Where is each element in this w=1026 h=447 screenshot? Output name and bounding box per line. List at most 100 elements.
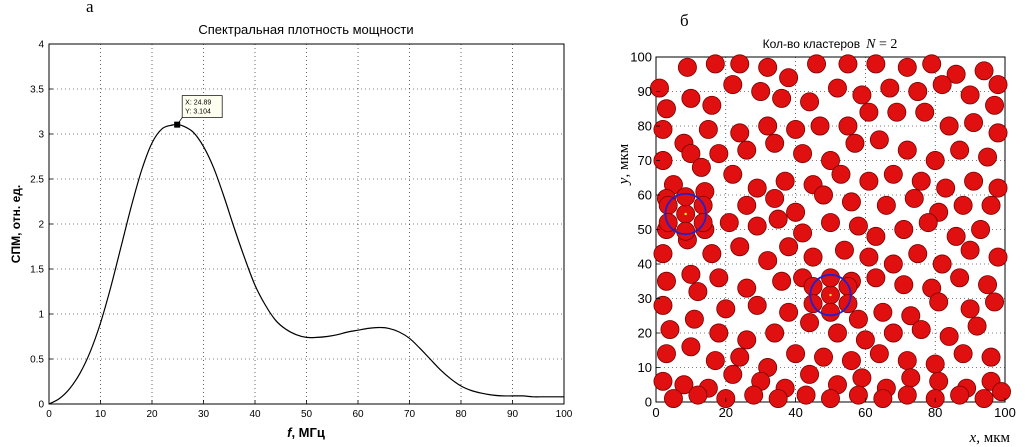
particle [653,295,673,315]
particle [883,254,903,274]
cluster-x-axis-label: x, мкм [969,430,1011,446]
particle [698,119,718,139]
cluster-ring [664,192,707,236]
particle [821,268,840,288]
psd-y-tick-label: 4 [38,40,44,51]
particle [677,57,697,77]
particle [939,326,959,346]
particle [929,371,949,391]
particle [946,64,966,84]
particle [964,171,984,191]
particle [681,88,701,108]
particle [796,385,816,405]
particle [953,195,973,215]
datatip-box [181,95,223,118]
psd-curve [48,123,564,405]
particle [653,244,673,264]
particle [768,389,788,409]
particle [988,178,1008,198]
particle [688,385,708,405]
particle [765,133,785,153]
particle [744,385,764,405]
psd-y-tick-label: 1.5 [30,265,44,276]
particle [911,320,931,340]
particle [723,75,743,95]
particle [758,57,778,77]
particle [981,195,1001,215]
psd-x-tick-label: 10 [95,409,107,420]
particle [786,344,806,364]
particle [834,240,854,260]
particle [656,271,676,291]
psd-y-ticks: 0 0.5 1 1.5 2 2.5 3 3.5 4 [30,40,53,411]
cluster-center [684,212,687,216]
cluster-center [829,293,832,297]
cluster-x-tick-label: 40 [788,405,802,420]
particle [904,188,924,208]
particle [772,88,792,108]
psd-y-tick-label: 2 [38,220,44,231]
particle [852,368,872,388]
psd-x-axis-unit: , МГц [291,425,324,440]
particle [674,375,694,395]
particle [960,299,980,319]
psd-x-tick-label: 90 [507,409,519,420]
particle [719,213,739,233]
particle [953,344,973,364]
particle [653,151,673,170]
particle [709,268,729,288]
particle [676,187,696,207]
cluster-title-text: Кол-во кластеров [763,37,860,51]
particle [709,144,729,164]
particle [730,123,750,143]
particle [915,102,935,122]
particle [848,216,868,236]
particle [814,185,833,205]
particle [702,95,722,115]
particle [946,226,966,246]
particle [887,102,907,122]
particle [768,209,788,229]
particle [730,347,750,367]
datatip-leader [176,117,183,125]
particle [950,385,970,405]
particle [992,382,1011,402]
cluster-y-tick-label: 60 [638,188,652,203]
particle [807,54,827,74]
particle [737,330,757,350]
particle [988,123,1008,143]
psd-x-tick-label: 30 [198,409,210,420]
cluster-y-axis-var: y [616,177,632,186]
particle [821,389,840,409]
particle [932,254,952,274]
particle [866,268,886,288]
particle [705,351,725,371]
particle [758,116,778,136]
particle [848,309,868,329]
psd-chart-title: Спектральная плотность мощности [198,22,413,37]
particle [821,151,840,170]
particle [800,92,820,112]
particle [918,213,938,233]
particle [869,130,889,150]
cluster-y-tick-label: 50 [638,222,652,237]
particle [747,178,767,198]
particle [779,68,799,88]
particle [684,309,704,329]
cluster-x-tick-label: 0 [652,405,659,420]
particle [841,351,861,371]
psd-x-tick-label: 20 [146,409,158,420]
particle [978,275,998,295]
particle [800,313,820,333]
psd-x-ticks: 0 10 20 30 40 50 60 70 80 90 100 [46,400,573,420]
particle [653,119,673,139]
particle [800,364,820,384]
particle [775,171,795,191]
cluster-x-axis-unit: , мкм [976,430,1010,446]
particle [702,244,722,264]
particle [848,385,868,405]
particle [838,54,858,74]
particle [897,57,917,77]
particle [985,292,1005,312]
